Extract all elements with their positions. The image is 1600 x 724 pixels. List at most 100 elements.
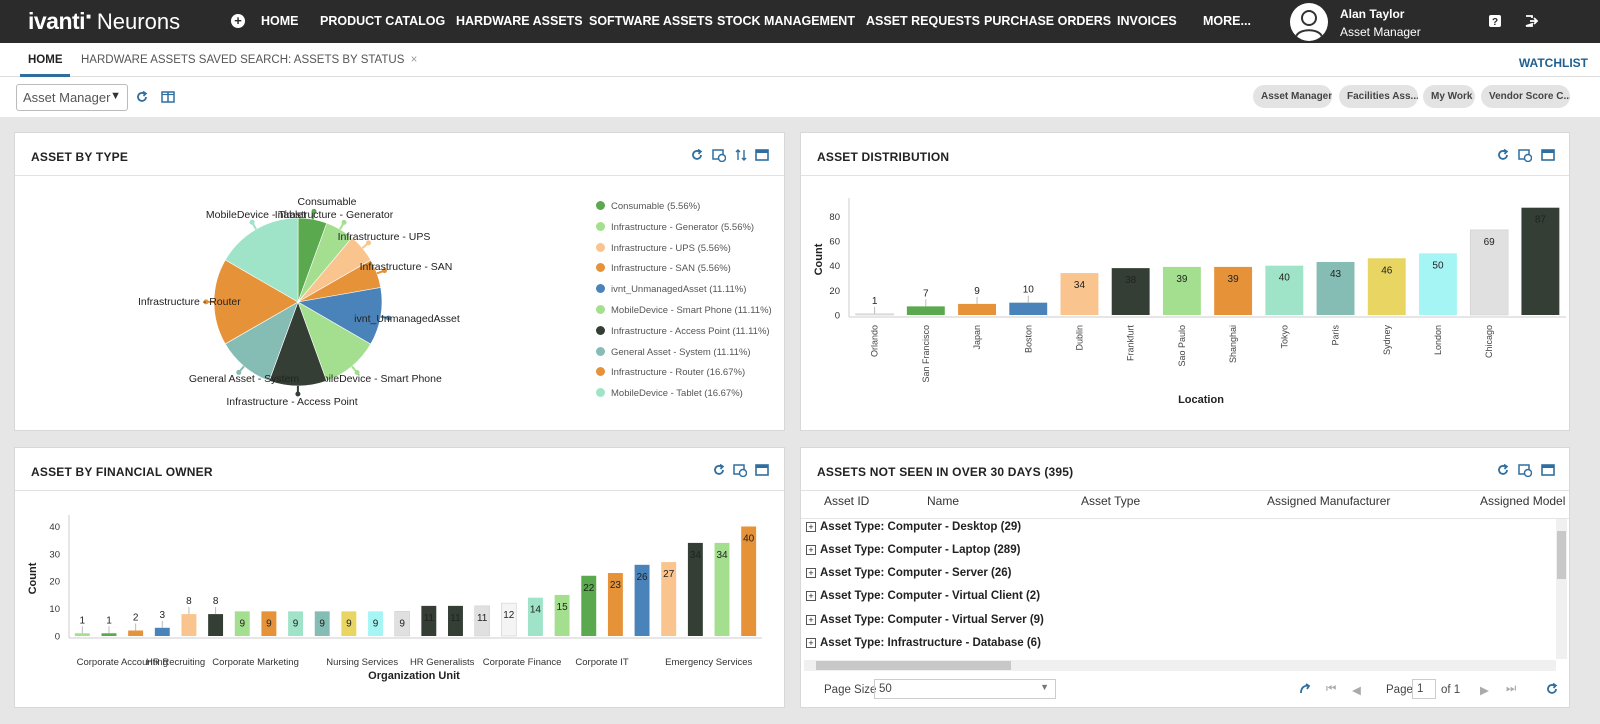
workspace-tab-bar: HOME HARDWARE ASSETS SAVED SEARCH: ASSET… xyxy=(0,43,1600,77)
expand-icon[interactable]: + xyxy=(806,568,816,578)
bar-value-label: 27 xyxy=(663,569,675,580)
first-page-icon[interactable]: ⏮ xyxy=(1326,683,1337,695)
page-number-input[interactable]: 1 xyxy=(1412,679,1436,699)
legend-item[interactable]: Infrastructure - SAN (5.56%) xyxy=(596,263,731,274)
maximize-icon[interactable] xyxy=(1541,148,1555,162)
legend-label: Infrastructure - Router (16.67%) xyxy=(611,367,746,379)
table-group-row[interactable]: + Asset Type: Computer - Server (26) xyxy=(806,567,1012,587)
bar-value-label: 9 xyxy=(266,618,272,629)
schedule-icon[interactable] xyxy=(1518,148,1532,162)
maximize-icon[interactable] xyxy=(755,463,769,477)
legend-item[interactable]: Infrastructure - UPS (5.56%) xyxy=(596,242,731,254)
legend-item[interactable]: Infrastructure - Generator (5.56%) xyxy=(596,221,754,233)
maximize-icon[interactable] xyxy=(755,148,769,162)
logout-icon[interactable] xyxy=(1523,13,1539,29)
bar-value-label: 87 xyxy=(1535,215,1547,226)
refresh-icon[interactable] xyxy=(1496,148,1510,162)
legend-item[interactable]: MobileDevice - Tablet (16.67%) xyxy=(596,388,743,399)
refresh-icon[interactable] xyxy=(712,463,726,477)
expand-icon[interactable]: + xyxy=(806,638,816,648)
bar-value-label: 15 xyxy=(557,602,569,613)
nav-hardware-assets[interactable]: HARDWARE ASSETS xyxy=(456,14,583,28)
dashboard-pill-asset-manager[interactable]: Asset Manager xyxy=(1253,85,1332,108)
horizontal-scrollbar[interactable] xyxy=(804,660,1556,671)
dashboard-pill-vendor-score[interactable]: Vendor Score C... xyxy=(1481,85,1570,108)
user-name[interactable]: Alan Taylor xyxy=(1340,7,1405,21)
x-tick-label: Corporate Finance xyxy=(483,657,562,668)
table-group-row[interactable]: + Asset Type: Infrastructure - Database (… xyxy=(806,637,1041,657)
maximize-icon[interactable] xyxy=(1541,463,1555,477)
bar xyxy=(906,306,945,315)
pie-label-marker xyxy=(203,299,209,305)
previous-page-icon[interactable]: ◀ xyxy=(1352,685,1361,697)
nav-home[interactable]: HOME xyxy=(261,14,299,28)
legend-item[interactable]: General Asset - System (11.11%) xyxy=(596,346,751,358)
legend-color-swatch xyxy=(596,325,605,335)
pie-label-marker xyxy=(295,391,301,397)
close-tab-icon[interactable]: × xyxy=(410,54,418,66)
nav-product-catalog[interactable]: PRODUCT CATALOG xyxy=(320,14,446,28)
legend-item[interactable]: Consumable (5.56%) xyxy=(596,201,700,212)
pie-slice xyxy=(224,217,299,303)
refresh-icon[interactable] xyxy=(1496,463,1510,477)
horizontal-scrollbar-thumb[interactable] xyxy=(816,661,1011,670)
legend-item[interactable]: ivnt_UnmanagedAsset (11.11%) xyxy=(596,284,746,295)
pie-slice-label: Infrastructure - SAN xyxy=(360,261,453,273)
column-header-asset-id[interactable]: Asset ID xyxy=(824,494,870,508)
x-tick-label: Dublin xyxy=(1074,325,1084,351)
dashboard-role-select[interactable]: Asset Manager ▼ xyxy=(16,84,128,111)
help-icon[interactable]: ? xyxy=(1487,13,1503,29)
chevron-down-icon: ▼ xyxy=(110,90,121,102)
expand-icon[interactable]: + xyxy=(806,545,816,555)
table-group-row[interactable]: + Asset Type: Computer - Virtual Client (… xyxy=(806,590,1040,610)
schedule-icon[interactable] xyxy=(712,148,726,162)
table-group-row[interactable]: + Asset Type: Computer - Desktop (29) xyxy=(806,521,1021,541)
group-label: Asset Type: Infrastructure - Database (6… xyxy=(820,637,1041,649)
next-page-icon[interactable]: ▶ xyxy=(1480,685,1489,697)
nav-asset-requests[interactable]: ASSET REQUESTS xyxy=(866,14,980,28)
column-header-assigned-manufacturer[interactable]: Assigned Manufacturer xyxy=(1267,494,1391,508)
nav-invoices[interactable]: INVOICES xyxy=(1117,14,1177,28)
watchlist-link[interactable]: WATCHLIST xyxy=(1518,56,1588,70)
legend-item[interactable]: MobileDevice - Smart Phone (11.11%) xyxy=(596,305,772,316)
bar-value-label: 46 xyxy=(1381,265,1393,276)
tab-home[interactable]: HOME xyxy=(28,54,63,66)
ivanti-neurons-logo[interactable]: ivanti ■ Neurons xyxy=(28,8,180,36)
bar xyxy=(501,602,517,637)
nav-stock-management[interactable]: STOCK MANAGEMENT xyxy=(717,14,855,28)
dashboard-pill-facilities[interactable]: Facilities Ass... xyxy=(1339,85,1418,108)
tab-hardware-assets-saved-search[interactable]: HARDWARE ASSETS SAVED SEARCH: ASSETS BY … xyxy=(81,54,417,66)
x-tick-label: Sao Paulo xyxy=(1177,325,1187,367)
column-header-name[interactable]: Name xyxy=(927,494,960,508)
asset-distribution-bar-chart: 0 20 40 60 80 Count 1 Orlando 7 San Francisco 9 Jap… xyxy=(813,198,1566,406)
nav-purchase-orders[interactable]: PURCHASE ORDERS xyxy=(984,14,1112,28)
page-size-select[interactable]: 50 ▼ xyxy=(874,679,1056,699)
column-header-asset-type[interactable]: Asset Type xyxy=(1081,494,1141,508)
layout-columns-icon[interactable] xyxy=(161,90,175,104)
last-page-icon[interactable]: ⏭ xyxy=(1506,683,1517,695)
add-icon[interactable]: + xyxy=(231,14,245,28)
table-group-row[interactable]: + Asset Type: Computer - Laptop (289) xyxy=(806,544,1020,564)
table-group-row[interactable]: + Asset Type: Computer - Virtual Server (… xyxy=(806,614,1044,634)
nav-more[interactable]: MORE... xyxy=(1203,14,1251,28)
sort-icon[interactable] xyxy=(734,148,748,162)
expand-icon[interactable]: + xyxy=(806,615,816,625)
expand-icon[interactable]: + xyxy=(806,522,816,532)
vertical-scrollbar-thumb[interactable] xyxy=(1557,531,1566,579)
refresh-icon[interactable] xyxy=(690,148,704,162)
schedule-icon[interactable] xyxy=(733,463,747,477)
refresh-icon[interactable] xyxy=(135,90,149,104)
expand-icon[interactable]: + xyxy=(806,591,816,601)
reset-paging-icon[interactable] xyxy=(1298,682,1312,696)
vertical-scrollbar[interactable] xyxy=(1556,519,1567,659)
dashboard-pill-my-work[interactable]: My Work xyxy=(1423,85,1475,108)
avatar[interactable] xyxy=(1290,3,1328,41)
schedule-icon[interactable] xyxy=(1518,463,1532,477)
legend-item[interactable]: Infrastructure - Access Point (11.11%) xyxy=(596,325,770,337)
column-header-assigned-model[interactable]: Assigned Model xyxy=(1480,494,1566,508)
nav-software-assets[interactable]: SOFTWARE ASSETS xyxy=(589,14,713,28)
pie-slice-label: MobileDevice - Smart Phone xyxy=(308,373,442,385)
refresh-icon[interactable] xyxy=(1545,682,1559,696)
legend-item[interactable]: Infrastructure - Router (16.67%) xyxy=(596,367,745,378)
